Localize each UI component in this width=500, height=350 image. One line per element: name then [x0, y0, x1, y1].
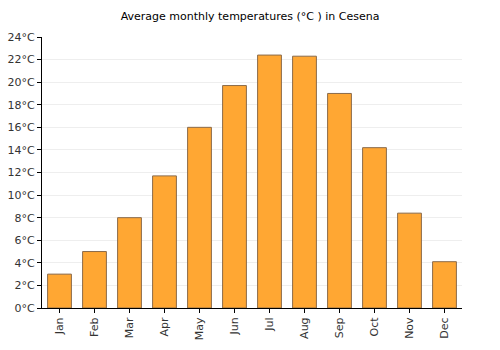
- svg-text:Mar: Mar: [123, 317, 136, 338]
- svg-text:16°C: 16°C: [8, 121, 35, 134]
- svg-text:18°C: 18°C: [8, 99, 35, 112]
- svg-text:Dec: Dec: [438, 317, 451, 338]
- svg-text:Jan: Jan: [53, 317, 66, 335]
- svg-text:22°C: 22°C: [8, 53, 35, 66]
- svg-text:10°C: 10°C: [8, 189, 35, 202]
- svg-text:May: May: [193, 317, 206, 340]
- svg-text:Average monthly temperatures (: Average monthly temperatures (°C ) in Ce…: [121, 10, 380, 23]
- svg-text:Oct: Oct: [368, 317, 381, 337]
- svg-text:Apr: Apr: [158, 317, 171, 337]
- svg-text:2°C: 2°C: [15, 279, 35, 292]
- svg-text:Jun: Jun: [228, 317, 241, 335]
- svg-text:20°C: 20°C: [8, 76, 35, 89]
- svg-text:0°C: 0°C: [15, 302, 35, 315]
- svg-text:24°C: 24°C: [8, 31, 35, 44]
- svg-text:Feb: Feb: [88, 317, 101, 336]
- svg-text:Sep: Sep: [333, 317, 346, 338]
- svg-text:12°C: 12°C: [8, 166, 35, 179]
- svg-text:8°C: 8°C: [15, 212, 35, 225]
- svg-text:6°C: 6°C: [15, 234, 35, 247]
- svg-text:Nov: Nov: [403, 317, 416, 339]
- svg-text:14°C: 14°C: [8, 144, 35, 157]
- svg-text:Jul: Jul: [263, 317, 276, 331]
- svg-text:4°C: 4°C: [15, 257, 35, 270]
- svg-text:Aug: Aug: [298, 317, 311, 338]
